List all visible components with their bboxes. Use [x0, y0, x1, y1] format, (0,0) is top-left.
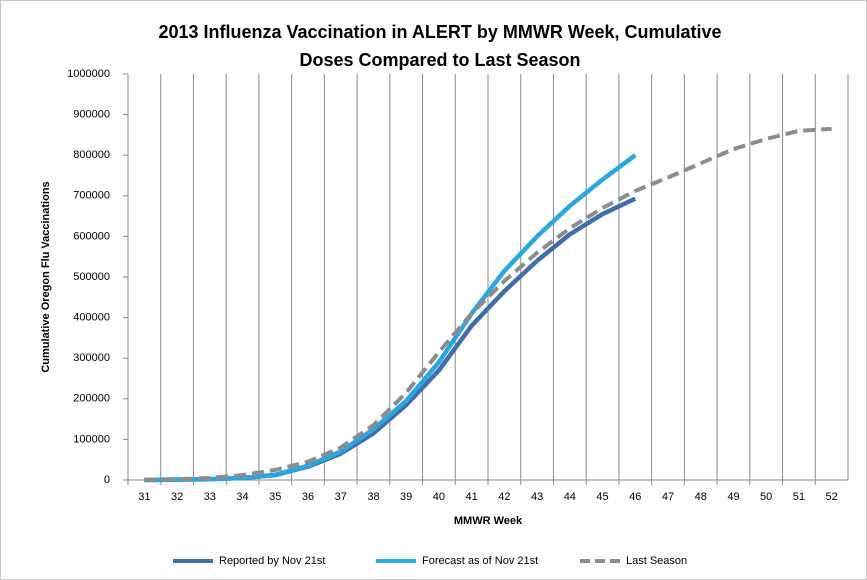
- x-tick-label: 49: [727, 491, 739, 503]
- x-axis-title: MMWR Week: [454, 515, 523, 527]
- x-tick-label: 43: [531, 491, 543, 503]
- y-tick-label: 0: [104, 474, 110, 486]
- x-tick-label: 32: [171, 491, 183, 503]
- y-tick-label: 800000: [73, 149, 110, 161]
- series-line: [144, 153, 637, 483]
- x-tick-label: 52: [826, 491, 838, 503]
- x-tick-label: 46: [629, 491, 641, 503]
- x-tick-label: 40: [433, 491, 445, 503]
- x-tick-label: 48: [695, 491, 707, 503]
- x-tick-label: 42: [498, 491, 510, 503]
- series-line: [144, 126, 832, 482]
- y-tick-label: 700000: [73, 190, 110, 202]
- x-tick-label: 50: [760, 491, 772, 503]
- y-tick-label: 100000: [73, 433, 110, 445]
- x-tick-label: 34: [236, 491, 248, 503]
- x-tick-label: 35: [269, 491, 281, 503]
- y-axis-title: Cumulative Oregon Flu Vaccinations: [40, 181, 52, 372]
- y-tick-label: 900000: [73, 109, 110, 121]
- x-tick-label: 47: [662, 491, 674, 503]
- x-tick-label: 33: [204, 491, 216, 503]
- x-tick-label: 41: [466, 491, 478, 503]
- y-tick-label: 600000: [73, 230, 110, 242]
- chart-title: Doses Compared to Last Season: [299, 50, 580, 70]
- y-tick-label: 400000: [73, 312, 110, 324]
- x-tick-label: 31: [138, 491, 150, 503]
- x-tick-label: 36: [302, 491, 314, 503]
- y-tick-label: 1000000: [67, 68, 110, 80]
- y-tick-label: 500000: [73, 271, 110, 283]
- legend-label: Last Season: [626, 555, 687, 567]
- x-tick-label: 44: [564, 491, 576, 503]
- legend-label: Reported by Nov 21st: [219, 555, 325, 567]
- x-tick-label: 37: [335, 491, 347, 503]
- x-tick-label: 38: [367, 491, 379, 503]
- y-tick-label: 200000: [73, 393, 110, 405]
- legend-label: Forecast as of Nov 21st: [422, 555, 538, 567]
- x-tick-label: 39: [400, 491, 412, 503]
- x-tick-label: 45: [596, 491, 608, 503]
- y-tick-label: 300000: [73, 352, 110, 364]
- chart-title: 2013 Influenza Vaccination in ALERT by M…: [158, 22, 721, 42]
- x-tick-label: 51: [793, 491, 805, 503]
